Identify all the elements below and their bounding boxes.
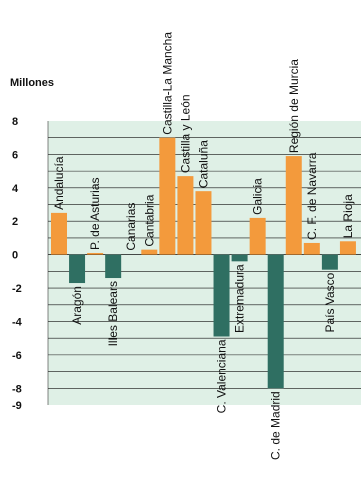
category-label: Cantabria xyxy=(142,194,156,246)
bar xyxy=(141,249,158,255)
category-label: Aragón xyxy=(70,286,84,325)
bar xyxy=(159,137,176,255)
bar xyxy=(69,254,86,284)
bar xyxy=(195,191,212,255)
y-tick-label: 2 xyxy=(12,216,18,228)
category-label: La Rioja xyxy=(341,194,355,238)
category-label: Extremadura xyxy=(233,264,247,333)
bar xyxy=(87,252,104,255)
category-label: Illes Balears xyxy=(106,281,120,346)
plot-background xyxy=(48,121,361,405)
y-tick-label: -2 xyxy=(12,283,22,295)
bar xyxy=(105,254,122,279)
bar xyxy=(231,254,248,262)
category-label: P. de Asturias xyxy=(88,177,102,250)
category-label: Castilla y León xyxy=(178,94,192,173)
bar xyxy=(177,176,194,255)
category-label: C. de Madrid xyxy=(269,391,283,460)
y-tick-label: 0 xyxy=(12,250,18,262)
bars xyxy=(51,137,356,389)
category-label: Andalucía xyxy=(52,156,66,210)
y-axis-label: Millones xyxy=(10,77,54,89)
y-tick-label: -8 xyxy=(12,383,22,395)
bar xyxy=(321,254,338,270)
category-label: Galicia xyxy=(251,178,265,215)
gridlines xyxy=(47,121,361,405)
y-tick-label: 6 xyxy=(12,149,18,161)
y-tick-label: -9 xyxy=(12,400,22,412)
category-label: Canarias xyxy=(124,203,138,251)
bar xyxy=(339,241,356,255)
y-tick-label: 8 xyxy=(12,116,18,128)
category-label: País Vasco xyxy=(323,272,337,332)
plot-area xyxy=(48,121,361,405)
bar xyxy=(249,217,266,255)
bar xyxy=(213,254,230,337)
y-tick-label: -6 xyxy=(12,350,22,362)
category-labels: Andalucía Aragón P. de Asturias Illes Balea… xyxy=(52,32,355,460)
category-label: C. F. de Navarra xyxy=(305,152,319,240)
y-tick-label: 4 xyxy=(12,183,19,195)
category-label: Región de Murcia xyxy=(287,59,301,153)
y-tick-labels: 8 6 4 2 0 -2 -4 -6 -8 -9 xyxy=(12,116,23,412)
category-label: C. Valenciana xyxy=(215,339,229,413)
category-label: Castilla-La Mancha xyxy=(160,32,174,135)
bar xyxy=(285,156,302,255)
bar xyxy=(303,242,320,255)
bar xyxy=(267,254,284,389)
category-label: Cataluña xyxy=(196,140,210,188)
bar xyxy=(51,212,67,255)
y-tick-label: -4 xyxy=(12,316,23,328)
